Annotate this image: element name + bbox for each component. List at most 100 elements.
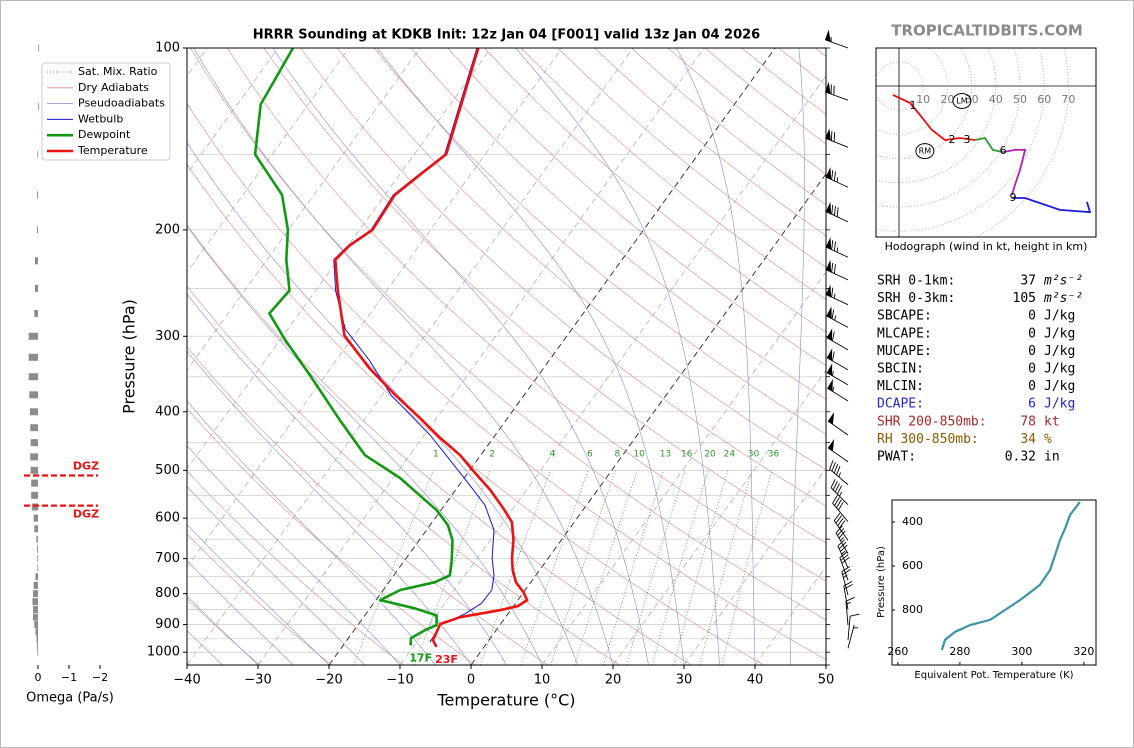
wind-barb (826, 348, 849, 371)
theta-e-y-tick-label: 400 (902, 515, 923, 528)
omega-bar (37, 150, 39, 158)
wind-barb (845, 597, 855, 626)
theta-e-y-tick-label: 600 (902, 559, 923, 572)
dry-adiabat (373, 48, 826, 435)
wind-barb (833, 512, 849, 541)
omega-bar (37, 191, 38, 199)
isotherm (187, 48, 563, 568)
isotherm (187, 48, 421, 371)
omega-bar (31, 503, 38, 511)
hodograph-plot: 10 20 30 40 50 60 70 1 2 3 6 9 LM RM (876, 48, 1096, 237)
omega-bar (33, 613, 38, 621)
pseudoadiabat (676, 48, 756, 665)
theta-e-y-tick-label: 800 (902, 603, 923, 616)
legend-box (41, 62, 171, 161)
x-tick-label: 40 (747, 673, 764, 688)
isotherm (187, 48, 492, 470)
omega-bar (31, 479, 38, 487)
brand: TROPICALTIDBITS.COM (891, 22, 1083, 40)
wind-barb (825, 284, 849, 306)
omega-bar (32, 598, 38, 606)
index-value: 6 (1028, 397, 1036, 412)
omega-bar (30, 424, 38, 432)
legend-label: Wetbulb (78, 112, 123, 125)
y-tick-label: 900 (155, 617, 180, 632)
theta-e-x-tick-label: 320 (1073, 645, 1094, 658)
index-label: SRH 0-3km: (877, 291, 955, 306)
profile-line (333, 48, 529, 648)
index-unit: J/kg (1044, 326, 1075, 341)
index-value: 34 (1020, 432, 1036, 447)
mixing-ratio-label: 16 (681, 450, 693, 460)
hodo-trace (892, 94, 976, 141)
index-label: DCAPE: (877, 397, 924, 412)
hodo-height-label: 9 (1009, 191, 1016, 204)
omega-bar (37, 642, 38, 650)
mixing-ratio-line (651, 470, 709, 665)
pseudoadiabat (187, 523, 330, 665)
mixing-ratio-line (721, 470, 773, 665)
mixing-ratio-label: 4 (550, 450, 556, 460)
dry-adiabat (190, 48, 826, 621)
omega-bar (30, 439, 38, 447)
index-unit: % (1044, 432, 1052, 447)
mixing-ratio-line (479, 470, 551, 665)
pseudoadiabat (790, 48, 805, 665)
x-tick-label: 30 (676, 673, 693, 688)
mixing-ratio-label: 30 (748, 450, 760, 460)
wind-barb (825, 128, 849, 148)
mixing-ratio-label: 24 (724, 450, 736, 460)
index-label: SRH 0-1km: (877, 274, 955, 289)
omega-bar (33, 581, 38, 589)
x-tick-label: 10 (534, 673, 551, 688)
legend-label: Dry Adiabats (78, 81, 149, 94)
omega-bar (35, 573, 38, 581)
wind-barb (826, 328, 849, 351)
pseudoadiabat (515, 48, 720, 665)
isotherm (470, 173, 826, 665)
omega-bar (31, 491, 38, 499)
x-tick-label: 20 (605, 673, 622, 688)
x-tick-label: −10 (386, 673, 413, 688)
dry-adiabat (410, 48, 826, 400)
mixing-ratio-label: 2 (489, 450, 495, 460)
y-tick-label: 500 (155, 463, 180, 478)
hodo-height-label: 1 (910, 99, 917, 112)
index-unit: J/kg (1044, 379, 1075, 394)
pseudoadiabat (187, 400, 436, 665)
omega-bar (37, 545, 38, 553)
hodo-trace (1002, 148, 1027, 196)
x-tick-label: 50 (818, 673, 835, 688)
omega-bar (33, 606, 38, 614)
wind-barb (826, 363, 849, 386)
mixing-ratio-label: 6 (587, 450, 593, 460)
dry-adiabat (187, 224, 692, 665)
mixing-ratio-line (603, 470, 665, 665)
dry-adiabat (263, 48, 826, 544)
wind-barb (824, 81, 849, 101)
index-unit: in (1044, 450, 1060, 465)
wind-barb (825, 167, 849, 188)
index-unit: m²s⁻² (1043, 274, 1083, 289)
theta-e-frame (891, 499, 1097, 666)
wind-barb (826, 306, 849, 328)
wind-barb (825, 201, 849, 223)
y-tick-label: 300 (155, 329, 180, 344)
omega-bar (28, 353, 38, 361)
mixing-ratio-line (626, 470, 686, 665)
dry-adiabat (187, 285, 620, 665)
omega-bar (37, 564, 39, 572)
omega-bar (34, 284, 38, 292)
pseudoadiabat (187, 485, 365, 665)
pseudoadiabat (272, 48, 649, 665)
wind-barb (847, 613, 860, 641)
wind-barb (832, 494, 849, 522)
mixing-ratio-label: 13 (660, 450, 671, 460)
wind-barb (827, 378, 849, 402)
index-unit: J/kg (1044, 362, 1075, 377)
isotherm (328, 48, 776, 665)
hodo-trace (974, 136, 1004, 153)
omega-bar (34, 525, 38, 533)
omega-bar (38, 103, 39, 111)
